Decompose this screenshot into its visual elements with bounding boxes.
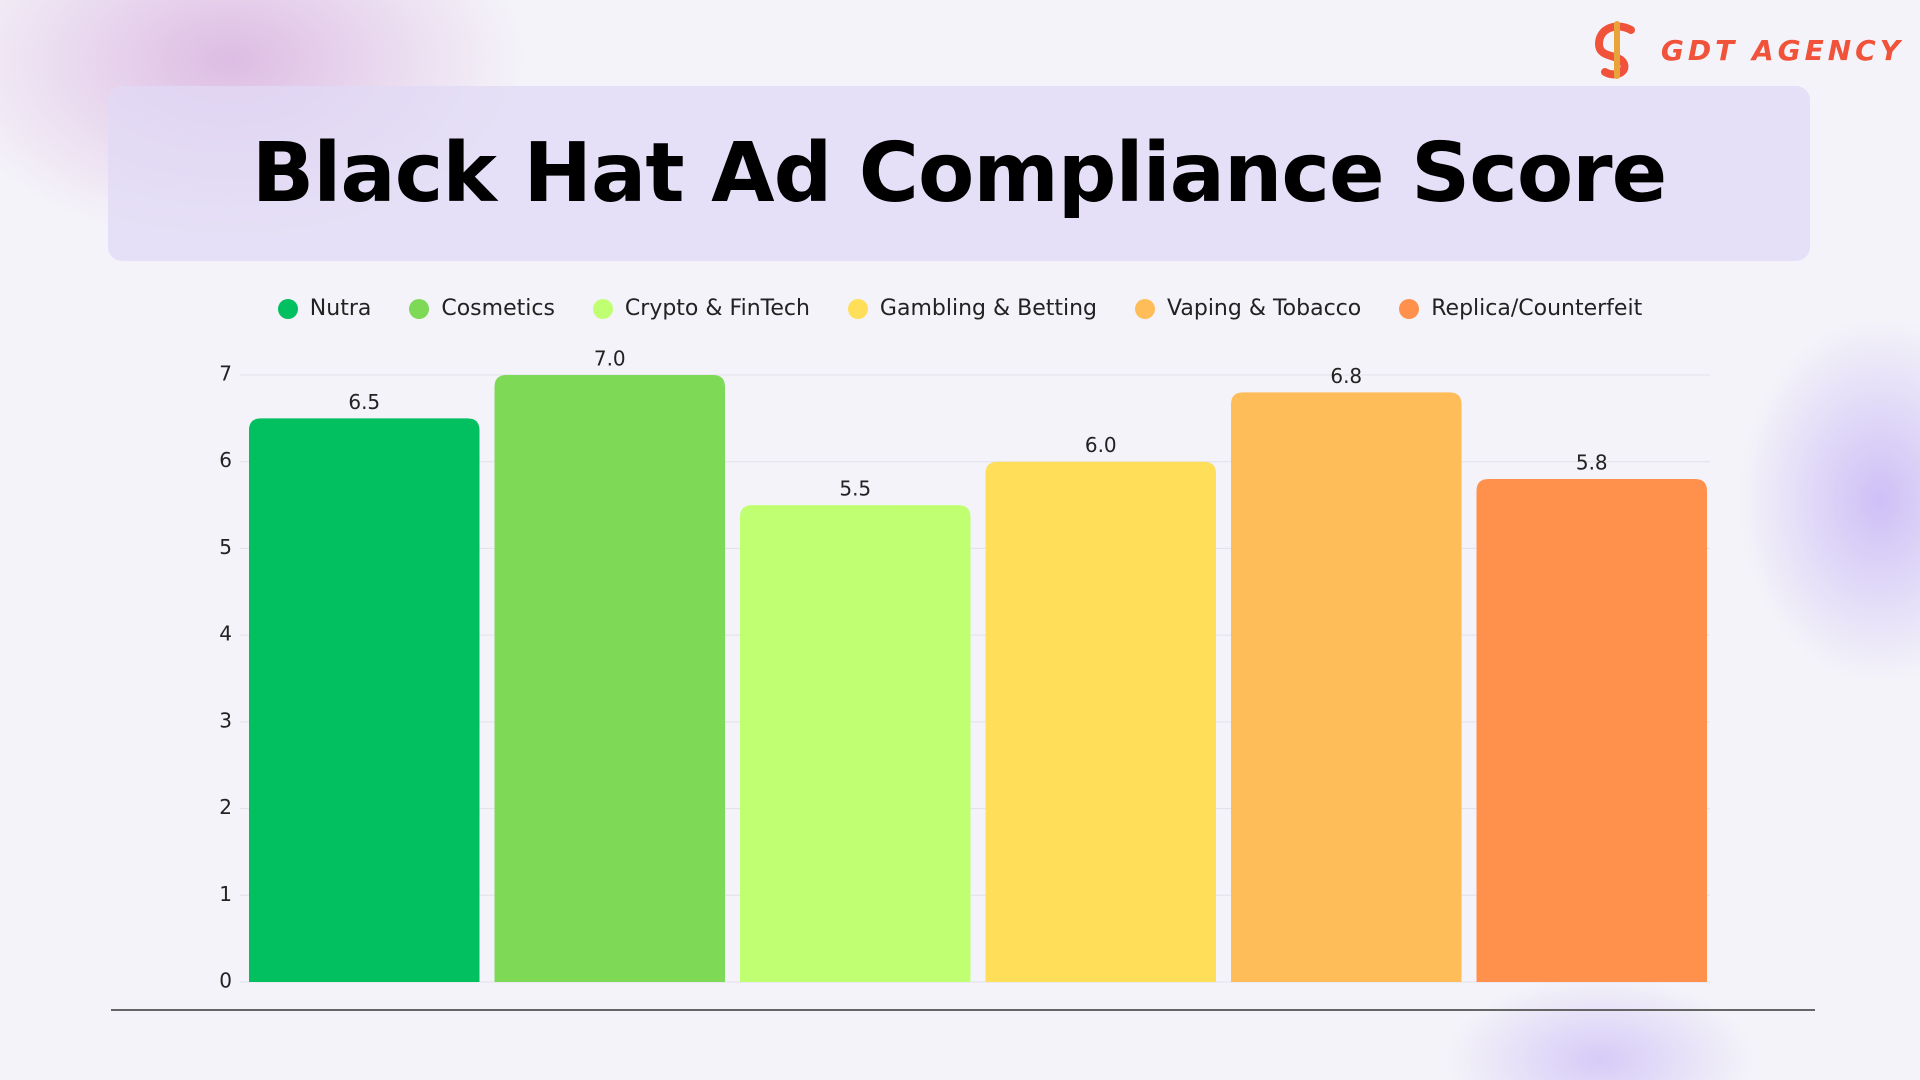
legend: Nutra Cosmetics Crypto & FinTech Gambling &…: [0, 296, 1920, 321]
bar: [1476, 479, 1707, 982]
legend-swatch: [277, 298, 298, 319]
bar: [740, 505, 971, 982]
legend-label: Vaping & Tobacco: [1167, 296, 1362, 321]
legend-item: Nutra: [277, 296, 372, 321]
y-tick-label: 4: [219, 622, 232, 646]
bar: [1231, 392, 1462, 982]
value-label: 6.5: [348, 390, 380, 414]
value-label: 6.0: [1085, 433, 1117, 457]
y-tick-label: 5: [219, 535, 232, 559]
legend-label: Replica/Counterfeit: [1431, 296, 1643, 321]
legend-label: Gambling & Betting: [879, 296, 1098, 321]
legend-item: Replica/Counterfeit: [1399, 296, 1642, 321]
brand-logo: [1594, 21, 1635, 79]
y-tick-label: 3: [219, 708, 232, 732]
chart-title: Black Hat Ad Compliance Score: [251, 126, 1667, 221]
y-tick-label: 7: [219, 362, 232, 386]
title-box: Black Hat Ad Compliance Score: [108, 86, 1810, 261]
legend-label: Cosmetics: [441, 296, 555, 321]
value-label: 6.8: [1330, 364, 1362, 388]
bar: [249, 418, 480, 982]
y-tick-label: 0: [219, 969, 232, 993]
value-label: 5.5: [839, 477, 871, 501]
legend-swatch: [592, 298, 613, 319]
legend-label: Nutra: [309, 296, 372, 321]
bar: [985, 461, 1216, 982]
legend-swatch: [1135, 298, 1156, 319]
legend-swatch: [1399, 298, 1420, 319]
brand-name: GDT AGENCY: [1660, 33, 1904, 67]
brand: GDT AGENCY: [1587, 18, 1904, 82]
legend-swatch: [409, 298, 430, 319]
y-tick-label: 2: [219, 795, 232, 819]
legend-item: Cosmetics: [409, 296, 555, 321]
legend-swatch: [847, 298, 868, 319]
value-label: 5.8: [1576, 451, 1608, 475]
legend-item: Gambling & Betting: [847, 296, 1098, 321]
y-tick-label: 1: [219, 882, 232, 906]
value-label: 7.0: [594, 347, 626, 371]
legend-item: Crypto & FinTech: [592, 296, 810, 321]
y-tick-label: 6: [219, 448, 232, 472]
legend-label: Crypto & FinTech: [624, 296, 810, 321]
legend-item: Vaping & Tobacco: [1135, 296, 1361, 321]
bar: [494, 375, 725, 982]
